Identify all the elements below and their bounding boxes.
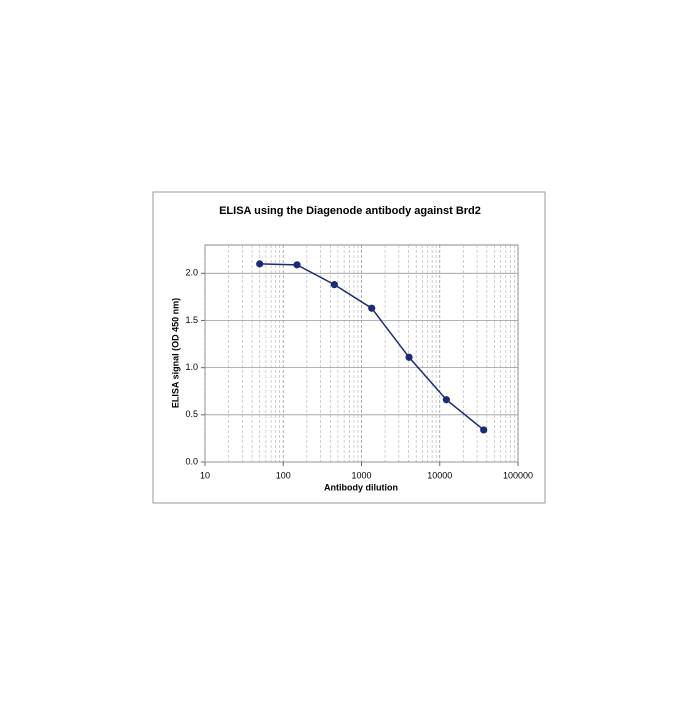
data-point <box>293 261 301 269</box>
x-tick-label: 10 <box>200 470 210 480</box>
y-tick-label: 2.0 <box>185 268 198 278</box>
x-tick-label: 100 <box>276 470 291 480</box>
y-tick-label: 1.0 <box>185 362 198 372</box>
y-axis-label: ELISA signal (OD 450 nm) <box>170 298 180 408</box>
y-tick-label: 0.5 <box>185 409 198 419</box>
x-axis-label: Antibody dilution <box>324 482 398 492</box>
x-tick-label: 1000 <box>351 470 371 480</box>
data-point <box>442 396 450 404</box>
chart-title: ELISA using the Diagenode antibody again… <box>219 205 481 217</box>
x-tick-label: 100000 <box>503 470 533 480</box>
data-point <box>405 353 413 361</box>
data-point <box>480 426 488 434</box>
data-point <box>330 281 338 289</box>
data-point <box>256 260 264 268</box>
x-tick-label: 10000 <box>427 470 452 480</box>
y-tick-label: 0.0 <box>185 456 198 466</box>
y-tick-label: 1.5 <box>185 315 198 325</box>
data-point <box>368 304 376 312</box>
